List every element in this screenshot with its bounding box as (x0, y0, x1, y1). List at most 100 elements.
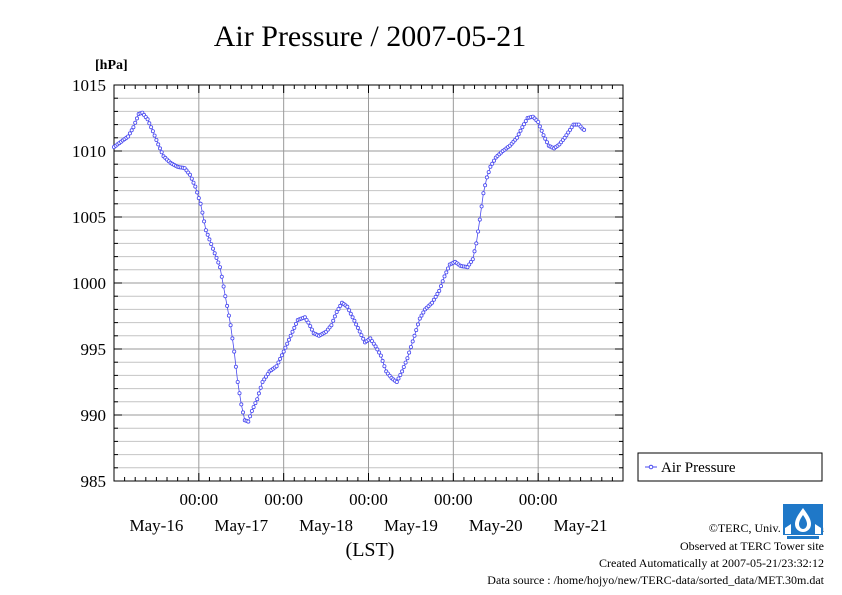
series-marker (285, 341, 290, 346)
series-marker (232, 349, 237, 354)
terc-logo (783, 504, 823, 540)
series-marker (373, 344, 378, 349)
series-marker (219, 274, 224, 279)
x-axis-ticks: 00:00 00:00 00:00 00:00 00:00 (113, 85, 624, 509)
series-marker (412, 333, 417, 338)
legend-label-air-pressure: Air Pressure (661, 460, 736, 476)
series-marker (445, 266, 450, 271)
date-label: May-19 (384, 516, 438, 535)
series-marker (477, 217, 482, 222)
series-marker (430, 300, 435, 305)
series-marker (214, 255, 219, 260)
series-marker (518, 128, 523, 133)
series-marker (467, 262, 472, 267)
series-marker (283, 345, 288, 350)
series-marker (442, 274, 447, 279)
y-tick-label: 1010 (72, 142, 106, 161)
series-marker (198, 201, 203, 206)
y-tick-label: 985 (81, 472, 107, 491)
series-marker (419, 313, 424, 318)
series-marker (354, 322, 359, 327)
series-marker (279, 353, 284, 358)
series-marker (235, 379, 240, 384)
footer-created: Created Automatically at 2007-05-21/23:3… (599, 556, 824, 570)
date-label: May-16 (130, 516, 184, 535)
series-marker (410, 339, 415, 344)
series-marker (472, 249, 477, 254)
series-marker (288, 333, 293, 338)
series-marker (405, 356, 410, 361)
series-marker (265, 372, 270, 377)
series-marker (400, 369, 405, 374)
series-marker (281, 349, 286, 354)
series-marker (403, 360, 408, 365)
series-marker (127, 131, 132, 136)
series-marker (421, 310, 426, 315)
series-marker (396, 376, 401, 381)
x-axis-label: (LST) (346, 539, 395, 561)
y-tick-label: 990 (81, 406, 107, 425)
series-marker (543, 136, 548, 141)
y-tick-label: 1000 (72, 274, 106, 293)
series-marker (258, 385, 263, 390)
series-marker (246, 419, 251, 424)
series-marker (233, 364, 238, 369)
grid-lines (114, 85, 623, 481)
series-marker (465, 265, 470, 270)
series-marker (157, 146, 162, 151)
legend-box (637, 452, 823, 482)
series-marker (537, 124, 542, 129)
series-marker (350, 315, 355, 320)
date-label: May-20 (469, 516, 523, 535)
chart-title: Air Pressure / 2007-05-21 (214, 20, 526, 53)
series-marker (276, 360, 281, 365)
series-marker (195, 190, 200, 195)
series-marker (329, 323, 334, 328)
series-marker (347, 308, 352, 313)
series-marker (133, 120, 138, 125)
series-marker (483, 183, 488, 188)
series-marker (212, 251, 217, 256)
legend: Air Pressure (637, 452, 823, 482)
series-marker (541, 133, 546, 138)
series-marker (203, 228, 208, 233)
series-marker (348, 311, 353, 316)
series-marker (380, 358, 385, 363)
series-marker (248, 414, 253, 419)
series-marker (134, 116, 139, 121)
series-marker (129, 128, 134, 133)
series-marker (355, 325, 360, 330)
series-marker (484, 175, 489, 180)
series-marker (378, 353, 383, 358)
series-marker (566, 130, 571, 135)
series-marker (438, 284, 443, 289)
series-marker (217, 265, 222, 270)
series-marker (253, 401, 258, 406)
series-marker (308, 324, 313, 329)
series-marker (200, 210, 205, 215)
series-marker (520, 125, 525, 130)
series-marker (545, 140, 550, 145)
date-label: May-21 (554, 516, 608, 535)
series-marker (302, 315, 307, 320)
series-marker (357, 329, 362, 334)
series-marker (156, 142, 161, 147)
legend-swatch-marker (648, 464, 654, 470)
series-marker (293, 321, 298, 326)
series-marker (278, 356, 283, 361)
series-marker (407, 350, 412, 355)
series-marker (189, 176, 194, 181)
x-tick-label: 00:00 (349, 490, 388, 509)
series-air-pressure (112, 110, 587, 424)
y-axis-ticks: 985 990 995 1000 1005 1010 1015 (72, 76, 623, 491)
series-marker (338, 303, 343, 308)
series-marker (433, 294, 438, 299)
series-marker (223, 294, 228, 299)
series-marker (331, 318, 336, 323)
series-marker (522, 122, 527, 127)
series-marker (474, 241, 479, 246)
series-marker (375, 347, 380, 352)
series-marker (437, 288, 442, 293)
series-marker (306, 320, 311, 325)
series-marker (488, 164, 493, 169)
